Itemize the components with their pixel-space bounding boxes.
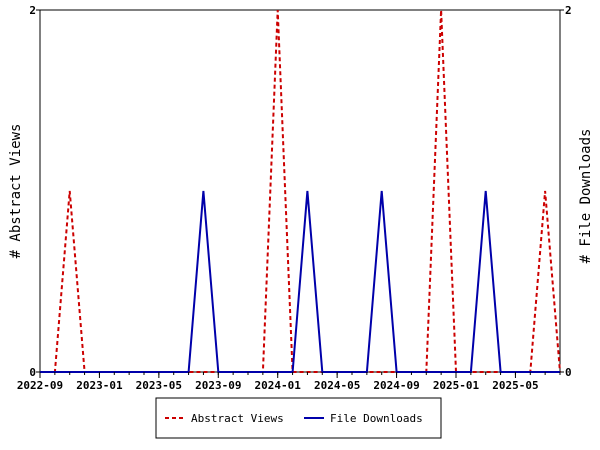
x-tick-label: 2024-09: [373, 379, 419, 392]
legend-box: [155, 397, 442, 439]
y-right-tick-label: 2: [565, 4, 572, 17]
x-tick-label: 2025-05: [492, 379, 538, 392]
legend-label-abstract-views: Abstract Views: [191, 412, 284, 425]
y-left-tick-label: 2: [29, 4, 36, 17]
series-line-file-downloads: [40, 190, 560, 373]
x-tick-label: 2024-05: [314, 379, 360, 392]
y-left-tick-label: 0: [29, 366, 36, 379]
x-tick-label: 2022-09: [17, 379, 63, 392]
x-tick-label: 2025-01: [433, 379, 480, 392]
x-tick-label: 2024-01: [255, 379, 302, 392]
legend-label-file-downloads: File Downloads: [330, 412, 423, 425]
y-axis-left-title: # Abstract Views: [8, 124, 24, 259]
x-tick-label: 2023-05: [136, 379, 182, 392]
x-tick-label: 2023-09: [195, 379, 241, 392]
legend: Abstract Views File Downloads: [155, 397, 442, 439]
x-tick-label: 2023-01: [76, 379, 123, 392]
y-right-tick-label: 0: [565, 366, 572, 379]
plot-area: [39, 9, 561, 373]
y-axis-right-title: # File Downloads: [578, 129, 594, 264]
